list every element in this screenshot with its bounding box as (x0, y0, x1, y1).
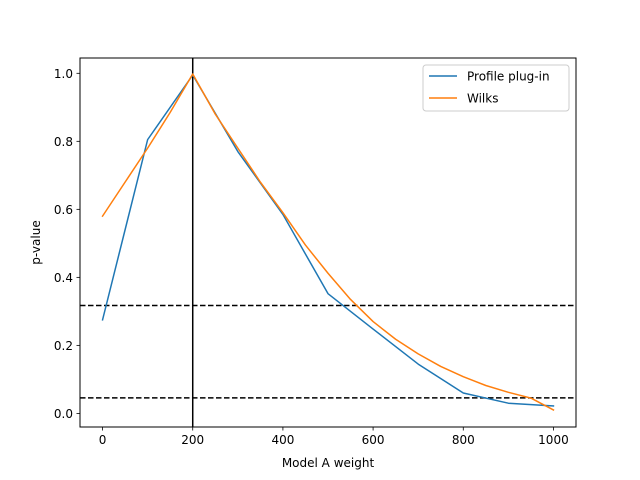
x-axis-label: Model A weight (282, 456, 375, 470)
series-line-2 (101, 73, 555, 412)
x-tick-label: 0 (99, 433, 107, 447)
x-tick-label: 600 (362, 433, 385, 447)
y-tick-label: 0.2 (54, 339, 73, 353)
y-tick-label: 0.6 (54, 203, 73, 217)
x-tick-label: 400 (271, 433, 294, 447)
axis-ticks: 0 200 400 600 800 1000 0.0 0.2 0.4 0.6 0.8 1.0 (54, 67, 569, 447)
y-tick-label: 0.0 (54, 407, 73, 421)
x-tick-label: 800 (452, 433, 475, 447)
y-axis-label: p-value (29, 220, 43, 264)
series-line-1 (101, 74, 555, 407)
legend-label-1: Profile plug-in (467, 70, 550, 84)
legend: Profile plug-in Wilks (422, 64, 570, 112)
y-tick-label: 0.8 (54, 135, 73, 149)
x-tick-label: 1000 (538, 433, 569, 447)
plot-area (80, 58, 576, 427)
y-tick-label: 1.0 (54, 67, 73, 81)
axes-frame (79, 57, 577, 428)
legend-box (422, 64, 570, 112)
y-tick-label: 0.4 (54, 271, 73, 285)
legend-label-2: Wilks (467, 92, 498, 106)
x-tick-label: 200 (181, 433, 204, 447)
